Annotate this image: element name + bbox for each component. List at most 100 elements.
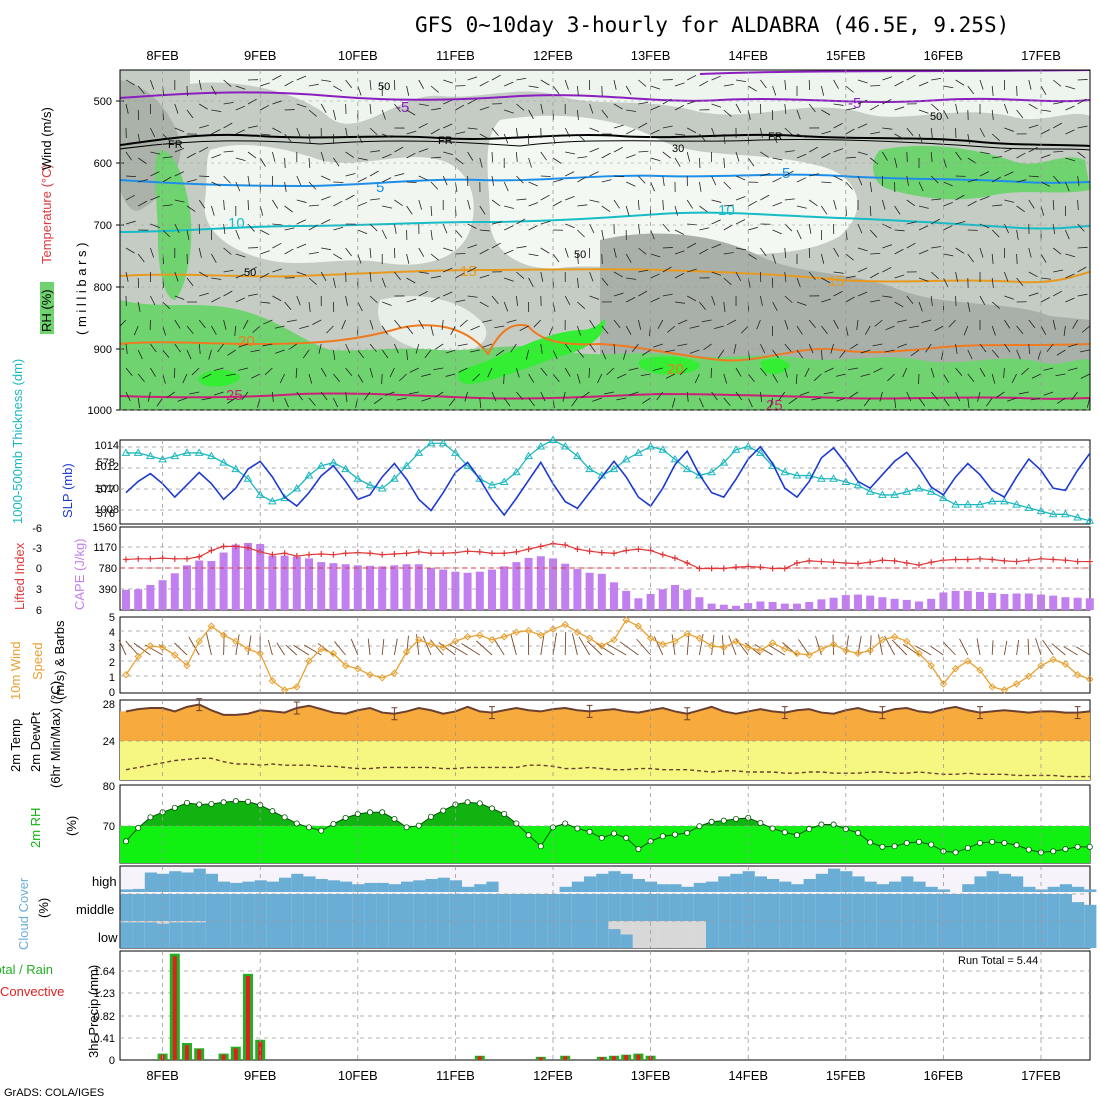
thickness-point	[804, 471, 814, 479]
cape-bar	[768, 602, 777, 610]
upper-wind-barb	[406, 349, 408, 360]
label-fr-b: FR	[438, 135, 453, 147]
label-rh50-d: 50	[244, 267, 256, 279]
upper-wind-barb	[479, 301, 489, 308]
thickness-point	[731, 445, 741, 453]
upper-wind-barb	[943, 225, 953, 231]
upper-wind-barb	[299, 325, 310, 329]
cloud-bar	[498, 894, 511, 921]
cloud-bar	[413, 880, 426, 892]
lifted-index-point	[1086, 558, 1093, 565]
upper-wind-barb	[552, 253, 560, 263]
wind-tick-label: 0	[109, 687, 115, 699]
isotherm-5	[120, 173, 1090, 188]
upper-wind-barb	[613, 343, 616, 354]
label-minus5: -5	[396, 99, 409, 116]
wind-tick-label: 5	[109, 612, 115, 624]
upper-wind-barb	[189, 391, 200, 395]
cape-bar	[719, 604, 728, 610]
upper-wind-barb	[1028, 175, 1039, 178]
upper-wind-barb	[577, 301, 586, 309]
rh-point	[794, 832, 801, 839]
cape-bar	[695, 597, 704, 610]
surface-wind-barb	[1035, 638, 1042, 656]
surface-wind-barb	[798, 639, 810, 656]
upper-wind-barb	[272, 223, 283, 226]
cape-bar	[463, 572, 472, 610]
cloud-bar	[706, 921, 719, 948]
surface-wind-barb	[293, 644, 310, 656]
upper-wind-barb	[833, 247, 840, 257]
surface-wind-barb	[416, 634, 420, 656]
cloud-bar	[974, 876, 987, 892]
upper-wind-barb	[906, 221, 917, 225]
upper-wind-barb	[382, 153, 392, 159]
upper-wind-barb	[491, 242, 501, 249]
rh-tick-label: 70	[103, 821, 115, 833]
cloud-bar	[327, 880, 340, 892]
upper-wind-barb	[772, 157, 783, 161]
surface-wind-barb	[118, 639, 127, 656]
upper-wind-barb	[955, 103, 959, 114]
upper-wind-barb	[665, 349, 676, 353]
thickness-point	[390, 474, 399, 482]
upper-wind-barb	[272, 268, 283, 273]
upper-wind-barb	[199, 175, 210, 177]
upper-wind-barb	[601, 349, 607, 360]
date-label-top: 13FEB	[631, 48, 671, 63]
cloud-bar	[157, 923, 170, 948]
upper-wind-barb	[223, 223, 226, 234]
surface-wind-barb	[205, 632, 212, 656]
upper-wind-barb	[223, 319, 227, 330]
rh-point	[916, 838, 923, 845]
lifted-index-point	[415, 548, 422, 555]
upper-wind-barb	[333, 226, 344, 231]
upper-wind-barb	[1079, 349, 1090, 353]
upper-wind-barb	[223, 150, 234, 153]
upper-wind-barb	[943, 397, 950, 407]
upper-wind-barb	[967, 200, 977, 207]
rh-point	[171, 804, 178, 811]
upper-wind-barb	[540, 271, 544, 282]
upper-wind-barb	[1028, 319, 1036, 329]
upper-wind-barb	[235, 297, 246, 303]
cloud-bar	[681, 886, 694, 892]
upper-wind-barb	[657, 319, 664, 329]
rh-point	[318, 827, 325, 834]
wind-speed-point	[232, 637, 240, 646]
thickness-point	[792, 471, 802, 479]
cloud-bar	[266, 894, 279, 921]
upper-wind-barb	[833, 271, 844, 274]
cape-bar	[195, 560, 204, 610]
upper-wind-barb	[711, 271, 722, 276]
upper-wind-barb	[174, 103, 179, 114]
rh-point	[366, 809, 373, 816]
thickness-point	[1073, 513, 1082, 521]
wind-speed-point	[951, 664, 960, 673]
cape-bar	[817, 599, 826, 610]
upper-wind-barb	[601, 277, 609, 287]
cloud-bar	[779, 881, 792, 892]
cape-bar	[1000, 594, 1009, 610]
wind-speed-point	[1061, 660, 1070, 668]
upper-wind-barb	[457, 343, 468, 347]
cloud-bar	[364, 882, 377, 892]
upper-wind-barb	[662, 151, 671, 159]
upper-wind-barb	[1016, 109, 1024, 119]
upper-wind-barb	[662, 247, 673, 249]
upper-wind-barb	[1040, 253, 1047, 263]
cloud-bar	[388, 921, 401, 948]
upper-wind-barb	[613, 103, 623, 110]
upper-wind-barb	[394, 103, 401, 113]
upper-wind-barb	[252, 325, 261, 333]
run-total: Run Total = 5.44	[958, 955, 1038, 967]
upper-wind-barb	[723, 373, 728, 384]
upper-wind-barb	[772, 133, 778, 144]
upper-wind-barb	[711, 219, 721, 225]
upper-wind-barb	[455, 131, 466, 135]
upper-wind-barb	[174, 271, 179, 282]
isotherm-freezing-2	[120, 138, 1090, 151]
precip-conv-bar	[197, 1049, 202, 1060]
lifted-index-point	[659, 551, 666, 558]
